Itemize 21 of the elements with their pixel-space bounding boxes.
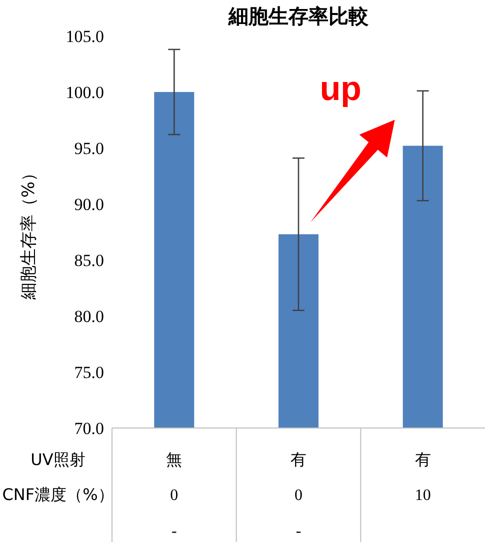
- text: 10: [414, 487, 431, 504]
- text: 0: [170, 487, 178, 504]
- y-tick-label: 105.0: [66, 27, 104, 46]
- y-tick-label: 85.0: [74, 251, 104, 270]
- y-tick-label: 95.0: [74, 139, 104, 158]
- text: CNF濃度（%）: [2, 485, 114, 504]
- annotation: up: [320, 70, 362, 108]
- y-tick-label: 100.0: [66, 83, 104, 102]
- text: -: [296, 523, 302, 540]
- text: UV照射: [30, 450, 86, 469]
- x-tick-label: 無: [166, 450, 182, 469]
- chart-title: 細胞生存率比較: [228, 4, 370, 28]
- y-axis-title: 細胞生存率（%）: [19, 164, 39, 301]
- x-tick-label: 有: [414, 450, 431, 469]
- y-tick-label: 90.0: [74, 195, 104, 214]
- y-tick-label: 80.0: [74, 307, 104, 326]
- text: -: [172, 523, 177, 540]
- x-tick-label: 有: [290, 450, 306, 469]
- text: 0: [294, 487, 302, 504]
- y-tick-label: 70.0: [74, 419, 104, 438]
- y-tick-label: 75.0: [74, 363, 104, 382]
